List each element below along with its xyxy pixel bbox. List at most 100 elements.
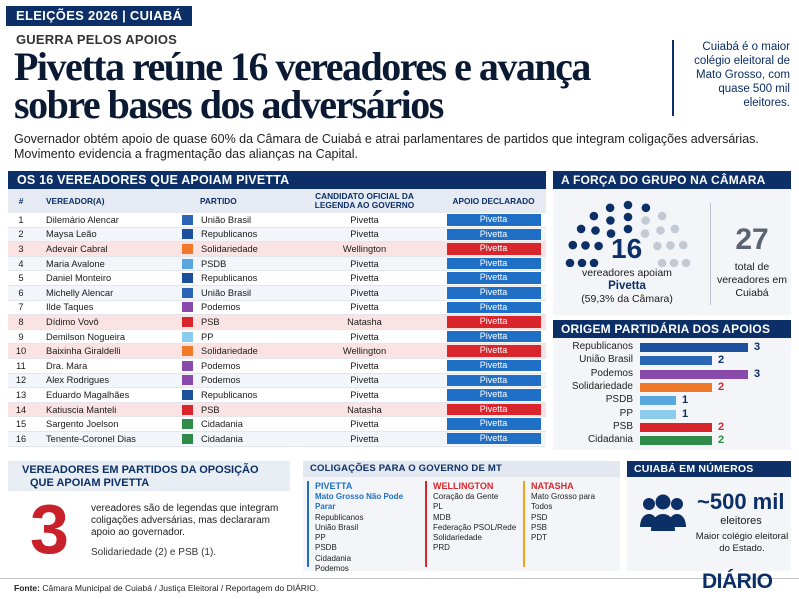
party-color-swatch [182,419,193,430]
row-support: Pivetta [441,316,546,328]
seat-dot [656,226,665,235]
row-party: Podemos [176,302,288,313]
source-line: Fonte: Câmara Municipal de Cuiabá / Just… [14,583,318,593]
coalition-party: PL [433,502,443,512]
party-color-swatch [182,389,193,400]
table-title: OS 16 VEREADORES QUE APOIAM PIVETTA [8,171,546,189]
seat-dot [565,258,575,267]
row-party-label: União Brasil [201,214,252,225]
table-row: 2 Maysa Leão Republicanos Pivetta Pivetta [8,227,546,243]
source-label: Fonte: [14,583,40,593]
coalition-natasha-name: NATASHA [531,481,574,491]
numbers-value: ~500 mil [697,489,785,514]
origin-value: 2 [718,434,725,447]
party-color-swatch [182,433,193,444]
row-number: 14 [15,404,27,415]
row-number: 11 [16,360,26,371]
supporters-percent: (59,3% da Câmara) [581,293,673,305]
chamber-seats-chart [565,200,691,267]
row-party-label: Republicanos [201,273,258,284]
coalition-pivetta-parties: Republicanos União Brasil PP PSDB Cidadania P… [315,513,413,575]
people-group-icon [640,494,686,531]
row-party: PSDB [176,258,288,269]
support-badge: Pivetta [446,418,541,430]
opposition-header: VEREADORES EM PARTIDOS DA OPOSIÇÃO QUE A… [8,461,290,491]
row-candidate: Natasha [347,316,382,327]
row-support: Pivetta [441,214,546,226]
row-candidate: Pivetta [350,229,379,240]
party-color-swatch [182,287,193,298]
coalition-party: PSDB [315,543,337,553]
row-candidate: Pivetta [350,287,379,298]
coalition-pivetta: PIVETTA Mato Grosso Não Pode Parar Repub… [307,481,413,573]
row-support: Pivetta [441,257,546,270]
source-text: Câmara Municipal de Cuiabá / Justiça Ele… [42,583,319,593]
table-row: 5 Daniel Monteiro Republicanos Pivetta Pivet… [8,271,546,286]
coalition-natasha: NATASHA Mato Grosso para Todos PSD PSB PDT [523,481,617,567]
opposition-title-2: QUE APOIAM PIVETTA [30,476,150,489]
row-name: Sargento Joelson [46,419,119,430]
coalition-party: PRD [433,543,450,553]
table-header: # VEREADOR(A) PARTIDO CANDIDATO OFICIAL … [8,189,546,213]
support-badge: Pivetta [446,257,541,270]
opposition-title-1: VEREADORES EM PARTIDOS DA OPOSIÇÃO [22,464,259,476]
row-party-label: PSB [201,404,220,415]
party-color-swatch [182,302,193,313]
row-candidate: Pivetta [350,331,379,342]
coalition-pivetta-name: PIVETTA [315,481,353,491]
kicker: GUERRA PELOS APOIOS [16,32,178,47]
opposition-text: vereadores são de legendas que integram … [91,503,279,538]
origin-value: 2 [718,420,725,433]
origin-label: PP [619,407,633,419]
coalition-party: Federação PSOL/Rede [433,522,517,532]
table-row: 12 Alex Rodrigues Podemos Pivetta Pivetta [8,373,546,389]
origin-bar-chart: Republicanos 3 União Brasil 2 Podemos 3 Solida… [553,340,791,450]
row-number: 4 [18,258,24,269]
table-row: 11 Dra. Mara Podemos Pivetta Pivetta [8,359,546,374]
coalition-pivetta-alliance: Mato Grosso Não Pode Parar [315,492,404,512]
party-color-swatch [182,404,193,415]
table-row: 4 Maria Avalone PSDB Pivetta Pivetta [8,256,546,272]
table-row: 15 Sargento Joelson Cidadania Pivetta Pivett… [8,417,546,432]
origin-value: 2 [718,354,725,367]
row-party-label: PSB [201,316,220,327]
force-panel: A FORÇA DO GRUPO NA CÂMARA 16 vereadores… [553,171,791,315]
row-support: Pivetta [441,432,546,445]
coalition-party: Republicanos [315,512,364,522]
row-support: Pivetta [441,287,546,299]
row-party: Republicanos [176,273,288,284]
origin-label: PSDB [605,394,633,406]
coalition-wellington-parties: Coração da Gente PL MDB Federação PSOL/Rede… [433,492,517,554]
table-row: 9 Demilson Nogueira PP Pivetta Pivetta [8,330,546,345]
row-party-label: Cidadania [201,419,243,430]
origin-panel: ORIGEM PARTIDÁRIA DOS APOIOS Republicano… [553,320,791,450]
row-support: Pivetta [441,418,546,430]
seat-dot [591,226,600,235]
numbers-box: CUIABÁ EM NÚMEROS ~500 mil eleitores Mai… [627,461,791,571]
row-party: PSB [176,316,288,327]
coalition-party: PSD [531,512,548,522]
row-party-label: Cidadania [201,433,243,444]
row-party: Republicanos [176,229,288,240]
row-name: Demilson Nogueira [46,331,126,342]
seat-dot [568,240,578,250]
seat-dot [594,241,603,251]
seat-dot [577,258,587,267]
seat-dot [657,258,667,267]
row-name: Michelly Alencar [46,287,114,298]
table-row: 7 Ilde Taques Podemos Pivetta Pivetta [8,301,546,316]
divider [710,203,711,305]
origin-label: Podemos [590,367,633,379]
seat-dot [670,224,680,234]
seat-dot [589,211,599,221]
row-number: 15 [15,419,27,430]
seat-dot [681,258,691,267]
row-name: Baixinha Giraldelli [46,346,121,357]
origin-bar [640,369,748,379]
row-number: 5 [18,273,24,284]
table-row: 3 Adevair Cabral Solidariedade Wellington Pi… [8,242,546,257]
origin-bar [640,396,676,406]
seat-dot [623,200,633,210]
table-row: 10 Baixinha Giraldelli Solidariedade Wellin… [8,344,546,359]
row-number: 12 [15,375,27,386]
